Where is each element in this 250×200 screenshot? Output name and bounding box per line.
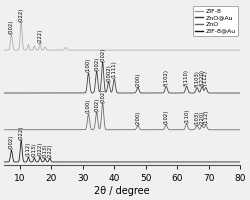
Text: (222): (222) (47, 143, 52, 158)
Text: (022): (022) (19, 7, 24, 22)
Text: (013): (013) (32, 143, 37, 157)
Text: (220): (220) (200, 110, 204, 125)
Text: (002): (002) (9, 135, 14, 149)
Text: (200): (200) (135, 72, 140, 87)
Text: (200): (200) (135, 110, 140, 125)
Text: (112): (112) (203, 110, 208, 124)
Text: (002): (002) (9, 20, 14, 34)
Text: (022): (022) (19, 125, 24, 140)
Text: (002): (002) (100, 89, 105, 103)
Text: (110): (110) (184, 109, 189, 123)
Text: (222): (222) (38, 29, 43, 43)
Legend: ZIF-8, ZnO@Au, ZnO, ZIF-8@Au: ZIF-8, ZnO@Au, ZnO, ZIF-8@Au (193, 6, 238, 36)
Text: (112): (112) (26, 142, 31, 156)
Text: (1111): (1111) (112, 61, 117, 78)
Text: (013): (013) (42, 144, 48, 158)
Text: *(220): *(220) (200, 69, 204, 86)
Text: (002): (002) (100, 47, 105, 62)
Text: (002): (002) (94, 56, 99, 71)
X-axis label: 2θ / degree: 2θ / degree (94, 186, 150, 196)
Text: *(102): *(102) (164, 69, 169, 86)
Text: (022): (022) (38, 142, 43, 156)
Text: (002): (002) (94, 98, 99, 112)
Text: *(112): *(112) (203, 70, 208, 87)
Text: (103): (103) (194, 110, 200, 125)
Text: (100): (100) (86, 58, 91, 72)
Text: *(103): *(103) (194, 70, 200, 87)
Text: (0002): (0002) (106, 64, 111, 82)
Text: *(110): *(110) (184, 69, 189, 86)
Text: (102): (102) (164, 110, 169, 124)
Text: (100): (100) (86, 99, 91, 113)
